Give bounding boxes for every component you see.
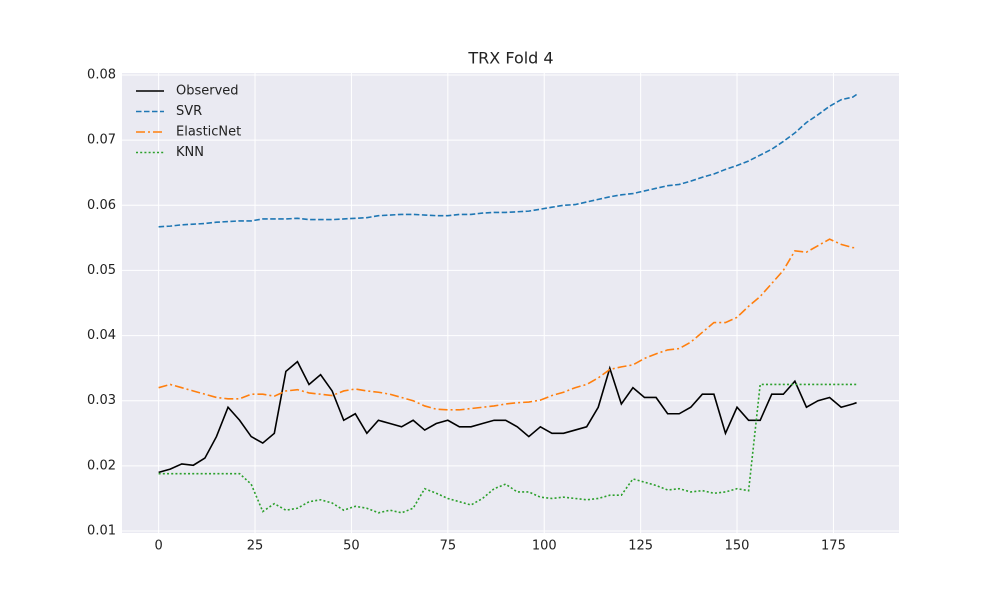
x-tick-label: 25 — [247, 539, 264, 554]
x-tick-label: 150 — [725, 539, 750, 554]
y-tick-label: 0.08 — [87, 67, 116, 82]
x-tick-label: 0 — [154, 539, 162, 554]
y-tick-label: 0.04 — [87, 328, 116, 343]
series-line — [158, 238, 857, 411]
series-line — [158, 360, 857, 474]
y-tick-label: 0.05 — [87, 263, 116, 278]
y-tick-label: 0.07 — [87, 133, 116, 148]
y-tick-label: 0.02 — [87, 458, 116, 473]
series-line — [158, 93, 858, 228]
x-tick-label: 75 — [440, 539, 457, 554]
y-tick-label: 0.01 — [87, 524, 116, 539]
x-tick-label: 100 — [532, 539, 557, 554]
legend-label: Observed — [176, 84, 239, 99]
legend-label: KNN — [176, 145, 204, 160]
legend-label: SVR — [176, 104, 202, 119]
y-tick-label: 0.06 — [87, 198, 116, 213]
series-line — [158, 383, 857, 514]
x-tick-label: 175 — [821, 539, 846, 554]
chart-title: TRX Fold 4 — [467, 49, 553, 68]
legend-label: ElasticNet — [176, 125, 241, 140]
x-tick-label: 50 — [343, 539, 360, 554]
x-tick-label: 125 — [628, 539, 653, 554]
y-tick-label: 0.03 — [87, 393, 116, 408]
